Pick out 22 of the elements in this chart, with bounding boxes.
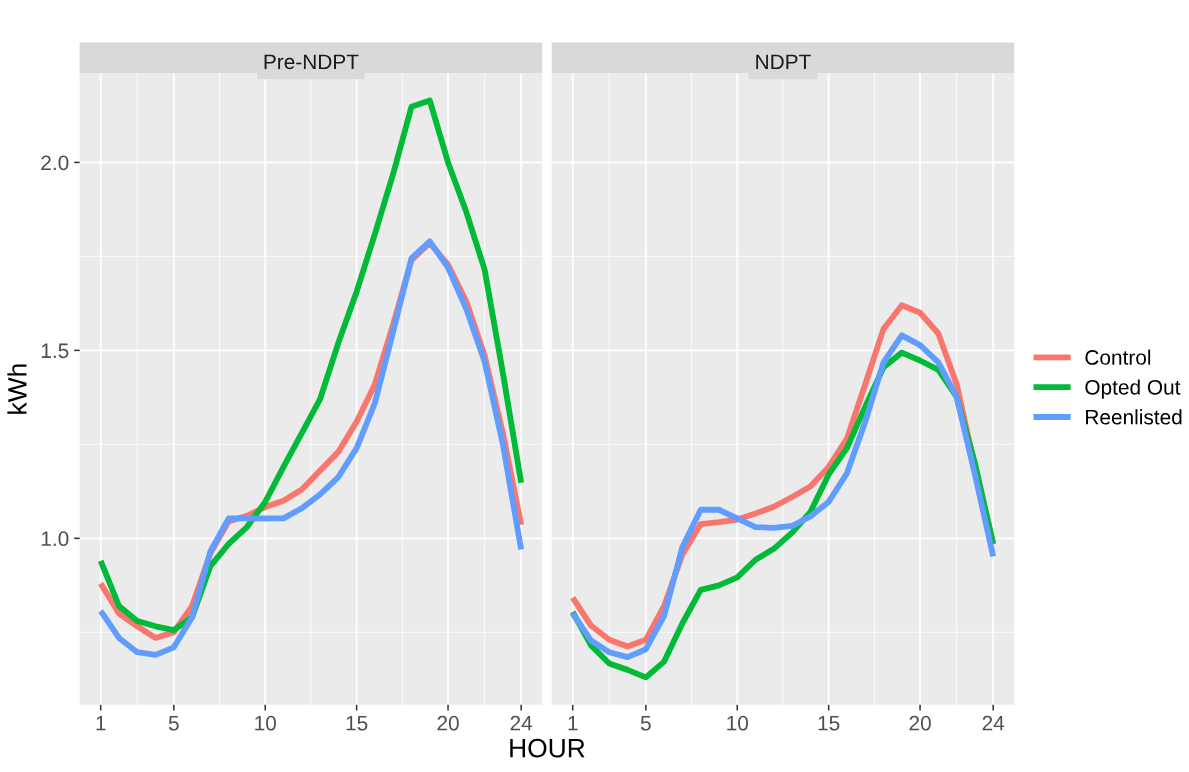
x-axis-title: HOUR xyxy=(510,738,585,758)
x-tick-label: 5 xyxy=(640,716,651,731)
legend-label: Reenlisted xyxy=(1086,409,1182,425)
y-tick-label: 1.5 xyxy=(41,343,69,359)
y-axis-title: kWh xyxy=(7,364,27,414)
x-tick-label: 24 xyxy=(982,715,1005,731)
legend-label: Opted Out xyxy=(1085,379,1181,399)
chart-title: NDPT xyxy=(756,54,811,70)
chart-title: Pre-NDPT xyxy=(264,54,359,70)
x-tick-label: 15 xyxy=(346,716,368,731)
legend-label: Control xyxy=(1085,349,1151,365)
x-tick-label: 1 xyxy=(568,716,578,731)
y-tick-label: 2.0 xyxy=(41,155,69,171)
x-tick-label: 1 xyxy=(96,716,106,731)
x-tick-label: 20 xyxy=(437,715,459,731)
x-tick-label: 10 xyxy=(255,715,276,731)
x-tick-label: 15 xyxy=(818,716,840,731)
x-tick-label: 5 xyxy=(168,716,179,731)
x-tick-label: 10 xyxy=(727,715,749,731)
x-tick-label: 24 xyxy=(510,715,533,731)
x-tick-label: 20 xyxy=(909,715,931,731)
y-tick-label: 1.0 xyxy=(41,531,69,547)
